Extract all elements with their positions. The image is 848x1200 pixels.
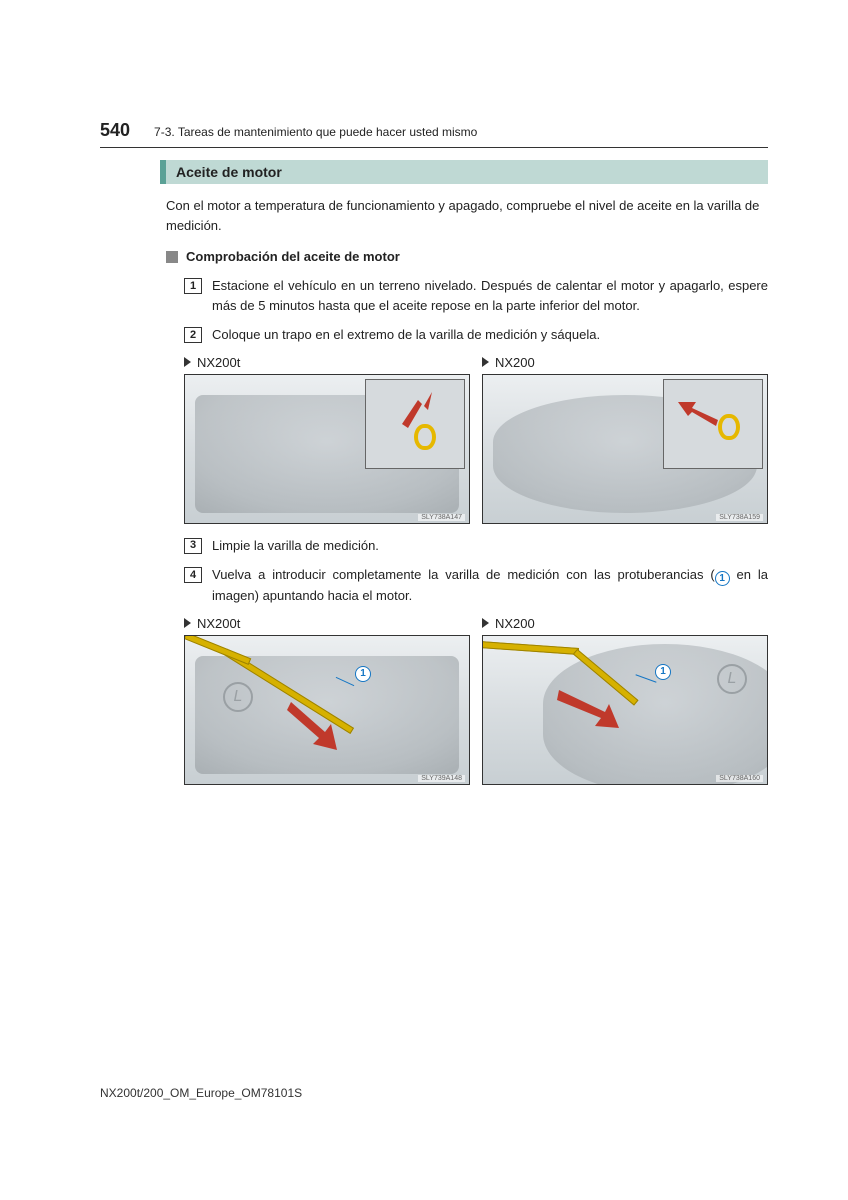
triangle-icon	[482, 357, 489, 367]
step-2: 2 Coloque un trapo en el extremo de la v…	[184, 325, 768, 345]
figure-row-1: NX200t SLY738A147 NX200	[184, 355, 768, 524]
figure-nx200-insert: L 1 SLY738A160	[482, 635, 768, 785]
model-name: NX200t	[197, 616, 240, 631]
step-4: 4 Vuelva a introducir completamente la v…	[184, 565, 768, 606]
section-path: 7-3. Tareas de mantenimiento que puede h…	[154, 125, 477, 139]
section-title: Aceite de motor	[160, 160, 768, 184]
model-label-left: NX200t	[184, 355, 470, 370]
triangle-icon	[184, 618, 191, 628]
step-number-icon: 4	[184, 567, 202, 583]
step-text-part: Vuelva a introducir completamente la var…	[212, 567, 715, 582]
figure-row-2: NX200t L 1 SLY739A148 NX200	[184, 616, 768, 785]
page-number: 540	[100, 120, 130, 141]
step-number-icon: 2	[184, 327, 202, 343]
divider	[100, 147, 768, 148]
triangle-icon	[482, 618, 489, 628]
triangle-icon	[184, 357, 191, 367]
model-label-right: NX200	[482, 616, 768, 631]
callout-number-inline: 1	[715, 571, 730, 586]
model-label-left: NX200t	[184, 616, 470, 631]
subheading: Comprobación del aceite de motor	[166, 249, 768, 264]
figure-id: SLY739A148	[418, 775, 465, 782]
step-text: Vuelva a introducir completamente la var…	[212, 565, 768, 606]
step-text: Limpie la varilla de medición.	[212, 536, 379, 556]
page-header: 540 7-3. Tareas de mantenimiento que pue…	[100, 120, 768, 147]
footer-text: NX200t/200_OM_Europe_OM78101S	[100, 1086, 302, 1100]
figure-nx200t-insert: L 1 SLY739A148	[184, 635, 470, 785]
step-text: Estacione el vehículo en un terreno nive…	[212, 276, 768, 315]
callout-number: 1	[655, 664, 671, 680]
step-1: 1 Estacione el vehículo en un terreno ni…	[184, 276, 768, 315]
model-name: NX200t	[197, 355, 240, 370]
step-text: Coloque un trapo en el extremo de la var…	[212, 325, 600, 345]
model-name: NX200	[495, 355, 535, 370]
intro-text: Con el motor a temperatura de funcionami…	[166, 196, 768, 235]
model-label-right: NX200	[482, 355, 768, 370]
step-number-icon: 3	[184, 538, 202, 554]
figure-id: SLY738A159	[716, 514, 763, 521]
step-number-icon: 1	[184, 278, 202, 294]
figure-nx200t-pull: SLY738A147	[184, 374, 470, 524]
square-bullet-icon	[166, 251, 178, 263]
callout-number: 1	[355, 666, 371, 682]
figure-id: SLY738A160	[716, 775, 763, 782]
subhead-text: Comprobación del aceite de motor	[186, 249, 400, 264]
figure-nx200-pull: SLY738A159	[482, 374, 768, 524]
step-3: 3 Limpie la varilla de medición.	[184, 536, 768, 556]
figure-id: SLY738A147	[418, 514, 465, 521]
model-name: NX200	[495, 616, 535, 631]
